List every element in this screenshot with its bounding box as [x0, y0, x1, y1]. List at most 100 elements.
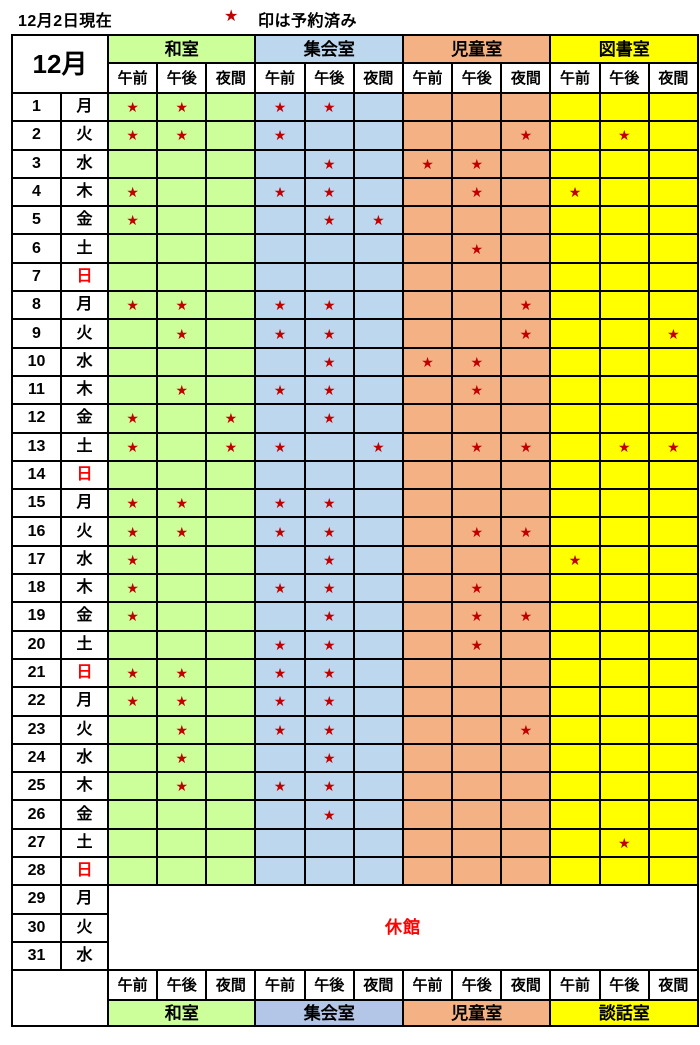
star-icon: ★ [273, 438, 287, 455]
footer-slot-header: 午後 [156, 969, 208, 1002]
slot-cell: ★ [107, 431, 159, 462]
star-icon: ★ [126, 99, 139, 116]
slot-cell: ★ [254, 91, 306, 123]
slot-cell: ★ [303, 205, 355, 236]
slot-cell [401, 431, 454, 462]
slot-cell: ★ [303, 290, 355, 321]
slot-cell [352, 573, 404, 604]
weekday-cell: 水 [59, 940, 110, 972]
star-icon: ★ [273, 99, 287, 116]
day-number-cell: 28 [11, 856, 62, 887]
footer-row-slots: 午前 午後 夜間 午前 午後 夜間 午前 午後 夜間 午前 午後 夜間 [10, 969, 699, 1028]
slot-cell: ★ [254, 120, 306, 151]
star-icon: ★ [617, 127, 631, 144]
slot-cell [647, 374, 699, 406]
slot-cell: ★ [254, 431, 306, 462]
weekday-cell: 土 [59, 827, 110, 859]
slot-cell: ★ [254, 629, 306, 660]
star-icon: ★ [470, 438, 483, 455]
slot-cell [401, 205, 454, 236]
star-icon: ★ [126, 580, 139, 597]
slot-cell [451, 290, 503, 321]
slot-cell [352, 827, 404, 859]
slot-cell: ★ [451, 233, 503, 264]
slot-cell [500, 827, 552, 859]
day-number-cell: 10 [11, 346, 62, 377]
slot-cell [205, 261, 257, 293]
slot-cell: ★ [107, 91, 159, 123]
table-row: 15 月 ★ ★ ★ ★ [11, 488, 699, 519]
slot-cell [205, 488, 257, 519]
slot-cell [598, 176, 650, 208]
star-icon: ★ [667, 325, 680, 342]
slot-cell [156, 148, 208, 179]
slot-cell [451, 91, 503, 123]
slot-cell: ★ [254, 516, 306, 547]
weekday-cell: 木 [59, 573, 110, 604]
weekday-cell: 木 [59, 771, 110, 802]
slot-cell: ★ [107, 488, 159, 519]
slot-cell [549, 403, 601, 434]
slot-cell: ★ [401, 148, 454, 179]
slot-cell: ★ [303, 91, 355, 123]
slot-cell [352, 290, 404, 321]
footer-room-group-label: 児童室 [401, 999, 552, 1028]
star-icon: ★ [126, 410, 139, 427]
table-row: 23 火 ★ ★ ★ ★ [11, 714, 699, 745]
room-group-header: 集会室 [254, 34, 404, 64]
star-icon: ★ [322, 580, 336, 597]
day-number-cell: 18 [11, 573, 62, 604]
slot-cell [598, 318, 650, 349]
slot-cell [352, 629, 404, 660]
slot-cell [647, 799, 699, 830]
slot-header: 午前 [254, 62, 306, 94]
slot-cell [598, 686, 650, 717]
table-row: 24 水 ★ ★ [11, 742, 699, 774]
star-icon: ★ [175, 495, 189, 512]
star-icon: ★ [175, 693, 189, 710]
slot-cell [156, 629, 208, 660]
footer-room-group-label: 集会室 [254, 999, 404, 1028]
star-icon: ★ [175, 297, 189, 314]
slot-cell [205, 629, 257, 660]
slot-cell: ★ [500, 431, 552, 462]
star-icon: ★ [322, 749, 336, 766]
slot-cell [598, 148, 650, 179]
star-icon: ★ [224, 438, 238, 455]
slot-cell [647, 827, 699, 859]
slot-cell: ★ [451, 601, 503, 632]
slot-cell [352, 771, 404, 802]
slot-cell: ★ [107, 544, 159, 576]
star-icon: ★ [126, 495, 139, 512]
star-icon: ★ [322, 353, 336, 370]
star-icon: ★ [273, 778, 287, 795]
star-icon: ★ [175, 99, 189, 116]
slot-header: 午前 [401, 62, 454, 94]
slot-cell [500, 742, 552, 774]
slot-cell [500, 629, 552, 660]
star-icon: ★ [519, 325, 533, 342]
slot-cell: ★ [107, 686, 159, 717]
slot-cell: ★ [254, 374, 306, 406]
slot-cell [647, 403, 699, 434]
star-icon: ★ [519, 438, 533, 455]
star-icon: ★ [617, 834, 631, 851]
slot-cell: ★ [303, 601, 355, 632]
slot-cell [647, 629, 699, 660]
slot-cell [205, 771, 257, 802]
slot-cell [549, 629, 601, 660]
slot-cell [254, 403, 306, 434]
slot-cell [254, 856, 306, 887]
slot-cell [107, 629, 159, 660]
slot-cell [500, 657, 552, 689]
slot-cell [549, 488, 601, 519]
slot-cell [549, 148, 601, 179]
star-icon: ★ [273, 665, 287, 682]
slot-cell [500, 261, 552, 293]
slot-cell: ★ [401, 346, 454, 377]
table-row: 20 土 ★ ★ ★ [11, 629, 699, 660]
slot-cell: ★ [352, 431, 404, 462]
slot-cell [500, 176, 552, 208]
slot-cell [205, 856, 257, 887]
slot-cell [352, 374, 404, 406]
